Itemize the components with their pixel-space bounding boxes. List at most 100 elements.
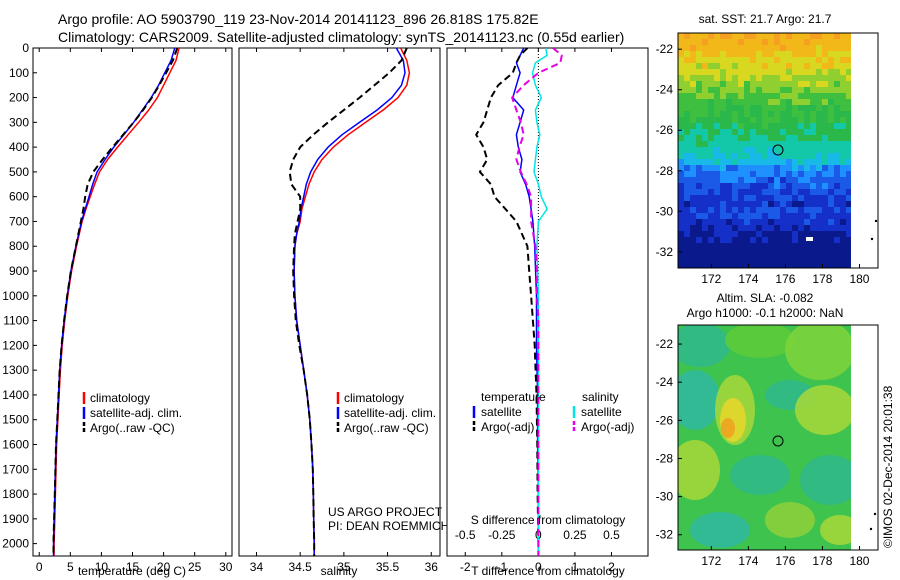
sst-cell: [762, 243, 769, 250]
sst-cell: [756, 219, 763, 226]
series-line-2: [288, 48, 408, 556]
sst-cell: [726, 93, 733, 100]
sst-cell: [738, 111, 745, 118]
sst-cell: [732, 183, 739, 190]
sst-cell: [768, 207, 775, 214]
sst-cell: [804, 39, 811, 46]
sst-cell: [762, 51, 769, 58]
sst-cell: [774, 57, 781, 64]
sst-cell: [714, 87, 721, 94]
sst-cell: [840, 177, 847, 184]
sst-cell: [684, 141, 691, 148]
sst-cell: [708, 147, 715, 154]
sst-cell: [684, 225, 691, 232]
salinity-series-lines: [288, 48, 411, 556]
sst-cell: [810, 147, 817, 154]
sst-cell: [840, 201, 847, 208]
sst-cell: [738, 261, 745, 268]
sst-cell: [834, 159, 841, 166]
sst-cell: [774, 225, 781, 232]
sst-cell: [786, 213, 793, 220]
sst-cell: [756, 105, 763, 112]
sst-cell: [702, 75, 709, 82]
sst-cell: [684, 45, 691, 52]
sst-cell: [726, 69, 733, 76]
sst-cell: [828, 39, 835, 46]
sst-cell: [786, 75, 793, 82]
sst-cell: [798, 141, 805, 148]
sst-cell: [726, 87, 733, 94]
sst-cell: [684, 177, 691, 184]
sst-cell: [774, 213, 781, 220]
sst-cell: [834, 63, 841, 70]
sst-cell: [762, 81, 769, 88]
sst-cell: [774, 135, 781, 142]
sst-cell: [834, 75, 841, 82]
sst-cell: [702, 123, 709, 130]
sst-cell: [786, 93, 793, 100]
sst-cell: [720, 93, 727, 100]
sst-cell: [810, 39, 817, 46]
sst-cell: [768, 99, 775, 106]
sst-cell: [702, 195, 709, 202]
sst-cell: [726, 171, 733, 178]
sst-cell: [768, 225, 775, 232]
sst-cell: [834, 207, 841, 214]
sst-cell: [768, 237, 775, 244]
sst-cell: [834, 213, 841, 220]
sst-cell: [678, 105, 685, 112]
x-tick-label: 20: [157, 560, 171, 574]
sst-cell: [684, 171, 691, 178]
sst-cell: [708, 201, 715, 208]
sst-cell: [738, 201, 745, 208]
sst-cell: [840, 249, 847, 256]
sst-cell: [726, 123, 733, 130]
sst-cell: [690, 111, 697, 118]
sst-cell: [780, 195, 787, 202]
sst-cell: [744, 219, 751, 226]
sst-cell: [744, 255, 751, 262]
sst-cell: [774, 171, 781, 178]
sst-cell: [822, 93, 829, 100]
sst-cell: [804, 87, 811, 94]
sst-cell: [834, 231, 841, 238]
sst-cell: [846, 207, 851, 214]
x-tick-label: 34.5: [288, 560, 312, 574]
sst-cell: [804, 63, 811, 70]
sst-cell: [768, 51, 775, 58]
sst-cell: [732, 189, 739, 196]
sst-cell: [810, 219, 817, 226]
t-difference-label: T difference from climatology: [471, 564, 625, 578]
sst-cell: [798, 57, 805, 64]
sst-cell: [714, 189, 721, 196]
sst-cell: [792, 243, 799, 250]
sst-cell: [744, 81, 751, 88]
sst-cell: [834, 225, 841, 232]
sst-cell: [744, 111, 751, 118]
sst-cell: [780, 189, 787, 196]
series-line-3: [511, 48, 563, 556]
sst-cell: [720, 159, 727, 166]
sst-cell: [762, 87, 769, 94]
sst-cell: [786, 45, 793, 52]
sst-cell: [732, 141, 739, 148]
sla-anomaly-patch: [795, 385, 851, 435]
sst-cell: [702, 105, 709, 112]
sst-cell: [750, 213, 757, 220]
sst-cell: [762, 189, 769, 196]
sst-cell: [786, 141, 793, 148]
sst-cell: [846, 51, 851, 58]
sst-cell: [720, 153, 727, 160]
sst-cell: [822, 87, 829, 94]
sst-cell: [696, 111, 703, 118]
sst-cell: [780, 129, 787, 136]
sst-cell: [780, 69, 787, 76]
sst-cell: [714, 231, 721, 238]
sst-cell: [690, 177, 697, 184]
sst-cell: [792, 45, 799, 52]
sst-cell: [822, 63, 829, 70]
sst-cell: [792, 237, 799, 244]
sst-cell: [810, 129, 817, 136]
sst-cell: [738, 171, 745, 178]
